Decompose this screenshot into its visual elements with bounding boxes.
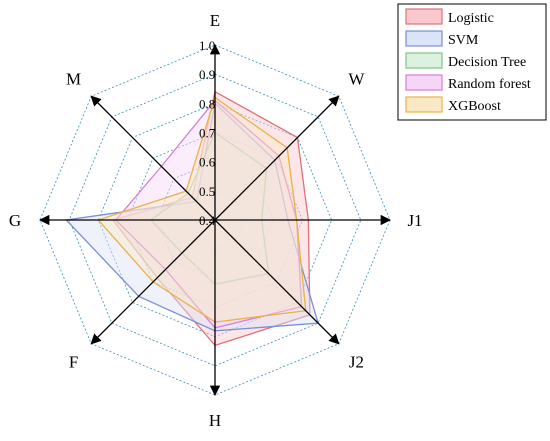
axis-label-j2: J2 xyxy=(349,352,364,371)
tick-label: 0.7 xyxy=(199,126,216,141)
grid-ring-1.0 xyxy=(39,44,391,396)
axis-layer xyxy=(38,43,392,397)
legend-swatch xyxy=(405,30,443,47)
grid-ring-0.6 xyxy=(156,161,274,279)
axis-label-e: E xyxy=(210,11,220,30)
axis-label-g: G xyxy=(9,211,21,230)
legend-label: Logistic xyxy=(448,11,494,26)
tick-label: 0.4 xyxy=(199,213,216,228)
grid-ring-0.9 xyxy=(68,73,362,367)
legend-swatch xyxy=(405,96,443,113)
tick-label: 0.8 xyxy=(199,96,215,111)
legend-label: SVM xyxy=(448,33,479,48)
tick-label: 1.0 xyxy=(199,38,215,53)
legend-label: XGBoost xyxy=(448,99,501,114)
axis-label-m: M xyxy=(66,70,81,89)
axis-line-f xyxy=(90,219,216,345)
legend-swatch xyxy=(405,52,443,69)
tick-label: 0.9 xyxy=(199,67,215,82)
tick-label: 0.5 xyxy=(199,184,215,199)
axis-label-w: W xyxy=(348,70,365,89)
axis-label-f: F xyxy=(69,352,78,371)
axis-line-w xyxy=(214,95,340,221)
axis-line-m xyxy=(90,95,216,221)
axis-label-h: H xyxy=(209,411,221,430)
legend-label: Decision Tree xyxy=(448,55,526,70)
legend-swatch xyxy=(405,74,443,91)
axis-label-j1: J1 xyxy=(407,211,422,230)
axis-line-j2 xyxy=(214,219,340,345)
legend: Logistic SVM Decision Tree Random forest XGB… xyxy=(397,3,547,121)
label-layer: 0.4 0.5 0.6 0.7 0.8 0.9 1.0 E W J1 J2 H F G M xyxy=(9,11,423,430)
legend-swatch xyxy=(405,8,443,25)
tick-label: 0.6 xyxy=(199,155,216,170)
legend-label: Random forest xyxy=(448,77,531,92)
series-layer xyxy=(64,90,319,347)
